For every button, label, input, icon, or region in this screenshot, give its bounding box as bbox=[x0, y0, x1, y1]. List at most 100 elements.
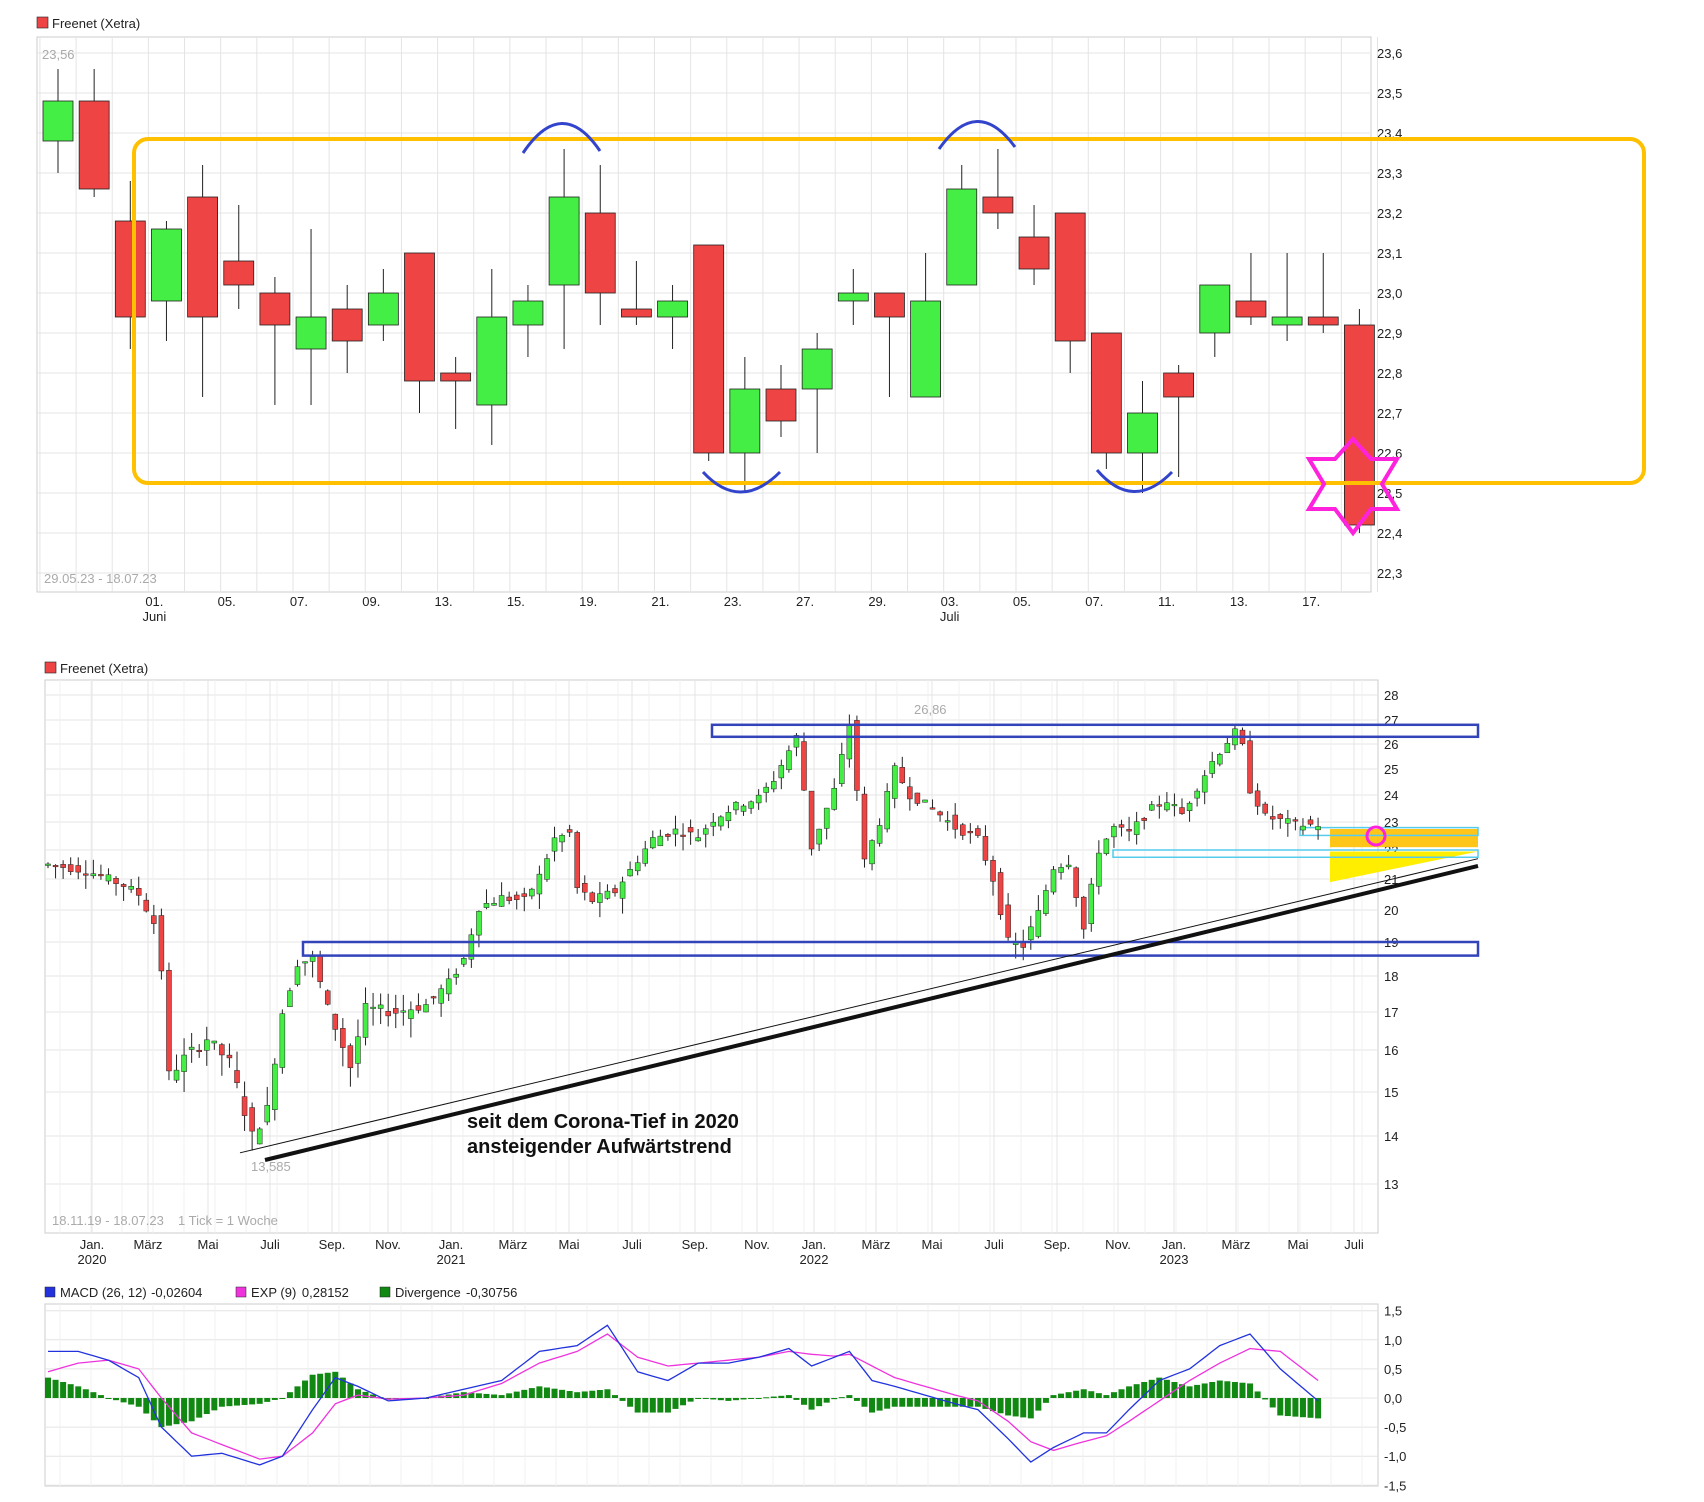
divergence-bar bbox=[90, 1392, 97, 1398]
candle-body bbox=[476, 911, 482, 936]
candle-body bbox=[259, 292, 291, 326]
candle-body bbox=[1235, 300, 1267, 318]
candle-body bbox=[816, 828, 822, 845]
sideways-range-box bbox=[132, 137, 1646, 485]
candle-body bbox=[226, 1054, 233, 1059]
legend-name: Divergence bbox=[395, 1285, 461, 1300]
candle-body bbox=[1103, 838, 1110, 854]
divergence-bar bbox=[869, 1398, 876, 1413]
candle-body bbox=[42, 100, 74, 142]
divergence-bar bbox=[831, 1398, 838, 1400]
divergence-bar bbox=[1133, 1384, 1140, 1398]
x-tick-label: Mai bbox=[198, 1237, 219, 1252]
divergence-bar bbox=[627, 1398, 634, 1407]
divergence-bar bbox=[604, 1389, 611, 1398]
x-tick-label: 27. bbox=[796, 594, 814, 609]
candle-body bbox=[831, 787, 837, 810]
divergence-bar bbox=[1118, 1389, 1125, 1398]
annotation-line-2: ansteigender Aufwärtstrend bbox=[467, 1136, 732, 1158]
candle-body bbox=[400, 1010, 407, 1013]
weekly-chart-title: Freenet (Xetra) bbox=[60, 661, 148, 676]
divergence-bar bbox=[891, 1398, 898, 1407]
candle-body bbox=[642, 848, 648, 864]
candle-body bbox=[453, 973, 459, 978]
candle-body bbox=[287, 990, 293, 1008]
divergence-bar bbox=[884, 1398, 891, 1409]
candle-body bbox=[634, 862, 641, 872]
candle-body bbox=[693, 244, 725, 454]
y-tick-label: 23,1 bbox=[1377, 246, 1402, 261]
candle-body bbox=[672, 828, 679, 835]
divergence-bar bbox=[1035, 1398, 1042, 1411]
candle-body bbox=[952, 814, 958, 830]
y-tick-label: 22,9 bbox=[1377, 326, 1402, 341]
divergence-bar bbox=[1156, 1377, 1163, 1398]
candle-body bbox=[1080, 896, 1087, 930]
divergence-bar bbox=[846, 1395, 853, 1398]
divergence-bar bbox=[1126, 1386, 1133, 1398]
divergence-bar bbox=[370, 1394, 377, 1398]
y-tick-label: -1,5 bbox=[1384, 1478, 1406, 1493]
y-tick-label: 22,7 bbox=[1377, 406, 1402, 421]
divergence-bar bbox=[566, 1391, 573, 1398]
divergence-bar bbox=[793, 1398, 800, 1400]
candle-body bbox=[869, 840, 875, 865]
candle-body bbox=[1307, 316, 1339, 326]
divergence-bar bbox=[1224, 1381, 1231, 1398]
candle-body bbox=[377, 1004, 384, 1009]
divergence-bar bbox=[937, 1398, 944, 1407]
y-tick-label: 23,6 bbox=[1377, 46, 1402, 61]
y-tick-label: 22,3 bbox=[1377, 566, 1402, 581]
candle-body bbox=[982, 836, 989, 861]
candle-body bbox=[755, 794, 762, 804]
divergence-bar bbox=[1050, 1395, 1057, 1398]
legend-swatch bbox=[44, 1286, 56, 1298]
candle-body bbox=[90, 873, 97, 877]
divergence-bar bbox=[1065, 1392, 1072, 1398]
x-tick-label: Juli bbox=[1344, 1237, 1364, 1252]
candle-body bbox=[1164, 802, 1170, 811]
weekly-chart-panel: Freenet (Xetra) 282726252423222120191817… bbox=[44, 661, 1480, 1267]
candle-body bbox=[468, 934, 475, 960]
candle-body bbox=[771, 781, 777, 790]
divergence-bar bbox=[347, 1383, 354, 1398]
divergence-bar bbox=[740, 1398, 747, 1400]
candle-body bbox=[733, 801, 739, 811]
candle-body bbox=[151, 915, 157, 924]
candle-body bbox=[823, 807, 830, 829]
divergence-bar bbox=[105, 1398, 112, 1399]
x-tick-label: Mai bbox=[1288, 1237, 1309, 1252]
legend-name: MACD (26, 12) bbox=[60, 1285, 147, 1300]
x-tick-sublabel: 2021 bbox=[437, 1252, 466, 1267]
x-tick-label: 01. bbox=[145, 594, 163, 609]
candle-body bbox=[370, 1006, 376, 1009]
divergence-bar bbox=[506, 1393, 513, 1398]
daily-chart-panel: Freenet (Xetra) 23,56 29.05.23 - 18.07.2… bbox=[36, 16, 1646, 624]
y-tick-label: 26 bbox=[1384, 737, 1398, 752]
divergence-bar bbox=[801, 1398, 807, 1405]
divergence-bar bbox=[1216, 1380, 1223, 1398]
candle-body bbox=[619, 881, 626, 899]
divergence-bar bbox=[52, 1379, 59, 1398]
divergence-bar bbox=[45, 1377, 51, 1398]
candle-body bbox=[899, 767, 906, 784]
divergence-bars bbox=[45, 1371, 1322, 1428]
daily-period-label: 29.05.23 - 18.07.23 bbox=[44, 571, 157, 586]
divergence-bar bbox=[990, 1398, 996, 1412]
divergence-bar bbox=[528, 1388, 535, 1398]
divergence-bar bbox=[574, 1392, 581, 1398]
divergence-bar bbox=[1247, 1383, 1254, 1398]
candle-body bbox=[1126, 829, 1132, 832]
weekly-min-label: 13,585 bbox=[251, 1159, 291, 1174]
divergence-bar bbox=[748, 1398, 755, 1399]
candle-body bbox=[340, 1028, 346, 1048]
x-tick-sublabel: 2022 bbox=[800, 1252, 829, 1267]
candle-body bbox=[687, 827, 694, 833]
divergence-bar bbox=[362, 1391, 369, 1398]
candle-body bbox=[937, 811, 943, 816]
candle-body bbox=[765, 388, 797, 422]
legend-swatch bbox=[379, 1286, 391, 1298]
divergence-bar bbox=[823, 1398, 830, 1403]
candle-body bbox=[1028, 926, 1034, 941]
